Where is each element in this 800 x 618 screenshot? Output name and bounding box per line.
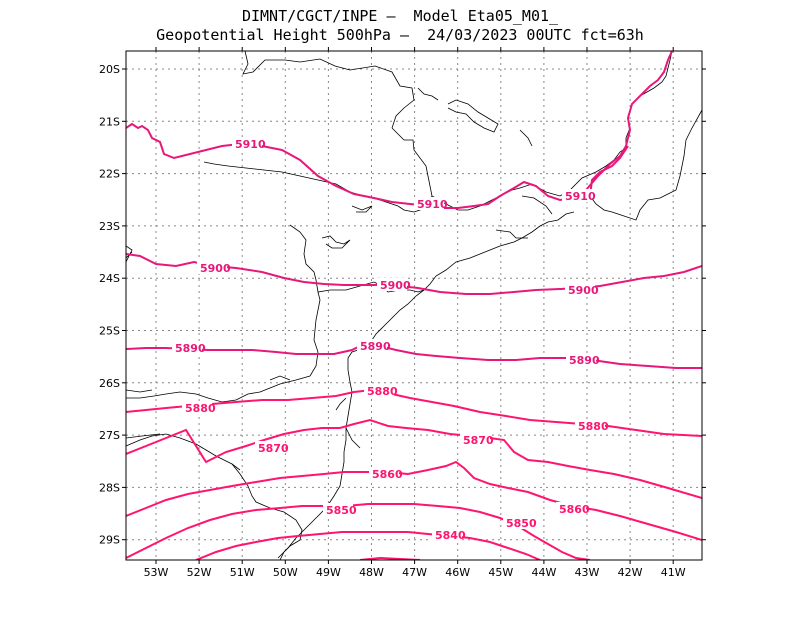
contour-label: 5900: [380, 279, 411, 292]
latitude-labels: 20S 21S 22S 23S 24S 25S 26S 27S 28S 29S: [99, 63, 120, 547]
graticule: [126, 51, 702, 560]
lat-label: 24S: [99, 272, 120, 285]
lon-label: 43W: [575, 566, 600, 579]
contour-label: 5850: [506, 517, 537, 530]
contour-5910-west: [126, 51, 673, 209]
lon-label: 45W: [488, 566, 513, 579]
contour-5890: [126, 342, 702, 369]
lat-label: 21S: [99, 115, 120, 128]
chart-title-line2: Geopotential Height 500hPa — 24/03/2023 …: [156, 26, 644, 44]
contour-label: 5900: [200, 262, 231, 275]
contour-label: 5890: [175, 342, 206, 355]
contour-label: 5850: [326, 504, 357, 517]
lon-label: 42W: [618, 566, 643, 579]
lat-label: 26S: [99, 377, 120, 390]
contour-label: 5900: [568, 284, 599, 297]
lon-label: 50W: [273, 566, 298, 579]
contour-label: 5870: [463, 434, 494, 447]
lat-label: 28S: [99, 481, 120, 494]
lat-label: 23S: [99, 220, 120, 233]
coastline: [126, 51, 702, 560]
lon-label: 41W: [661, 566, 686, 579]
contour-label: 5860: [559, 503, 590, 516]
contour-label: 5910: [235, 138, 266, 151]
contour-label: 5890: [569, 354, 600, 367]
contour-5840: [195, 531, 541, 560]
lon-label: 52W: [187, 566, 212, 579]
lon-label: 51W: [230, 566, 255, 579]
contour-label: 5910: [417, 198, 448, 211]
contour-5910-east: [589, 145, 629, 197]
height-contours: [126, 51, 702, 560]
lon-label: 46W: [445, 566, 470, 579]
chart-title-line1: DIMNT/CGCT/INPE — Model Eta05_M01_: [241, 7, 559, 25]
contour-label: 5880: [367, 385, 398, 398]
map-frame: [125, 50, 703, 561]
lat-label: 27S: [99, 429, 120, 442]
lat-label: 25S: [99, 325, 120, 338]
contour-5870: [126, 418, 702, 499]
contour-label: 5870: [258, 442, 289, 455]
lon-label: 53W: [144, 566, 169, 579]
reservoirs: [269, 87, 553, 381]
contour-label: 5910: [565, 190, 596, 203]
lat-label: 22S: [99, 168, 120, 181]
contour-label: 5880: [185, 402, 216, 415]
contour-5850: [126, 503, 591, 560]
contour-label: 5890: [360, 340, 391, 353]
lat-label: 20S: [99, 63, 120, 76]
contour-labels: 5910 5910 5910 5900 5900 5900 5890 5890 …: [172, 137, 609, 542]
contour-label: 5860: [372, 468, 403, 481]
lon-label: 44W: [531, 566, 556, 579]
lon-label: 49W: [316, 566, 341, 579]
contour-label: 5840: [435, 529, 466, 542]
lon-label: 47W: [402, 566, 427, 579]
lat-label: 29S: [99, 534, 120, 547]
axis-ticks: [122, 47, 706, 564]
longitude-labels: 53W 52W 51W 50W 49W 48W 47W 46W 45W 44W 43W 42W 41W: [144, 566, 686, 579]
lon-label: 48W: [359, 566, 384, 579]
contour-label: 5880: [578, 420, 609, 433]
